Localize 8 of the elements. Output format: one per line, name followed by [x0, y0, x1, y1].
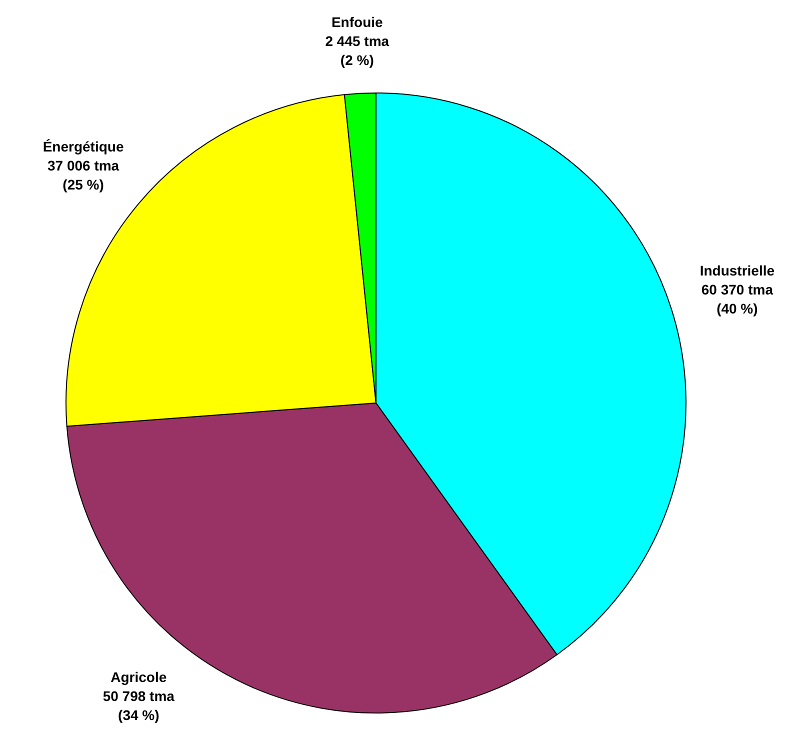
- data-label: 50 798 tma (34 %): [102, 688, 175, 723]
- data-label: 2 445 tma (2 %): [325, 33, 390, 68]
- slice-label: Énergétique: [42, 138, 124, 155]
- slice-label: Industrielle: [700, 262, 775, 279]
- data-label: 60 370 tma (40 %): [701, 282, 774, 317]
- data-label: 37 006 tma (25 %): [47, 158, 120, 193]
- slice-label: Enfouie: [331, 14, 384, 30]
- slice-label: Agricole: [110, 669, 167, 685]
